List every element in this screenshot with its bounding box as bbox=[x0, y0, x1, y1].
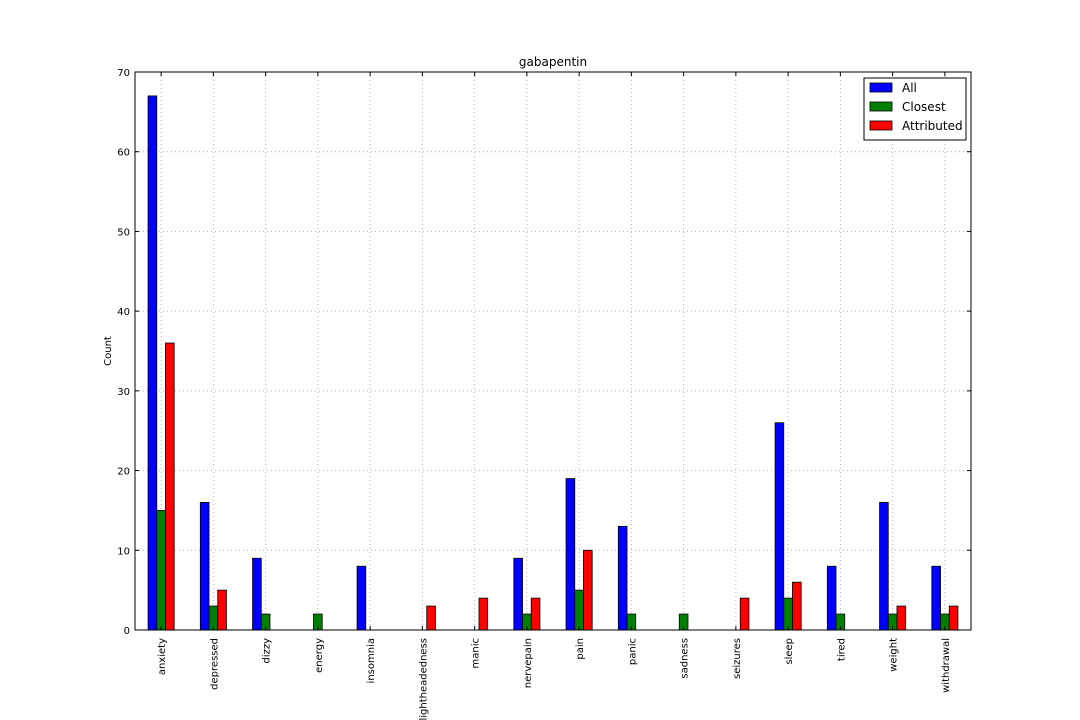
bar-all-nervepain bbox=[513, 557, 523, 631]
x-tick-label-pain: pain bbox=[575, 638, 586, 660]
x-tick-label-panic: panic bbox=[627, 638, 638, 665]
legend-label-all: All bbox=[902, 81, 917, 95]
bar-all-sleep bbox=[774, 422, 785, 631]
legend-swatch-attributed bbox=[869, 120, 893, 131]
x-tick-label-withdrawal: withdrawal bbox=[941, 638, 952, 693]
bar-all-pain bbox=[565, 478, 576, 631]
x-tick-label-anxiety: anxiety bbox=[157, 638, 168, 675]
x-tick-label-depressed: depressed bbox=[209, 638, 220, 690]
y-tick-label: 70 bbox=[117, 68, 130, 79]
bar-attributed-weight bbox=[896, 605, 907, 631]
y-tick-label: 20 bbox=[117, 467, 130, 478]
bar-attributed-nervepain bbox=[530, 597, 541, 631]
grid-lines bbox=[135, 71, 971, 631]
y-axis-label: Count bbox=[103, 336, 114, 366]
x-tick-label-tired: tired bbox=[836, 638, 847, 661]
bar-attributed-sleep bbox=[792, 581, 802, 631]
plot-frame bbox=[134, 71, 972, 631]
bar-closest-pain bbox=[574, 589, 584, 631]
x-tick-label-lightheadedness: lightheadedness bbox=[418, 638, 429, 720]
bar-all-dizzy bbox=[252, 557, 262, 631]
legend: All Closest Attributed bbox=[863, 77, 967, 141]
bar-all-anxiety bbox=[147, 95, 158, 631]
x-tick-label-sadness: sadness bbox=[680, 638, 691, 679]
bar-all-withdrawal bbox=[931, 565, 941, 631]
y-tick-label: 0 bbox=[124, 626, 130, 637]
chart-title: gabapentin bbox=[519, 55, 587, 69]
bar-attributed-anxiety bbox=[165, 342, 175, 631]
bar-closest-sleep bbox=[783, 597, 793, 631]
legend-label-attributed: Attributed bbox=[902, 119, 963, 133]
legend-swatch-all bbox=[869, 82, 893, 93]
bar-attributed-manic bbox=[478, 597, 489, 631]
bar-all-depressed bbox=[199, 502, 210, 631]
x-axis-ticks: anxiety depressed dizzy energy insomnia light… bbox=[157, 72, 952, 720]
legend-swatch-closest bbox=[869, 101, 893, 112]
x-tick-label-weight: weight bbox=[889, 638, 900, 672]
bar-attributed-depressed bbox=[217, 589, 227, 631]
bar-closest-anxiety bbox=[156, 510, 166, 631]
x-tick-label-dizzy: dizzy bbox=[262, 638, 273, 664]
bar-attributed-pain bbox=[583, 549, 593, 631]
bar-attributed-withdrawal bbox=[948, 605, 959, 631]
x-tick-label-sleep: sleep bbox=[784, 638, 795, 665]
bars bbox=[147, 95, 959, 631]
y-tick-label: 10 bbox=[117, 546, 130, 557]
y-tick-label: 50 bbox=[117, 227, 130, 238]
bar-attributed-lightheadedness bbox=[426, 605, 436, 631]
bar-all-weight bbox=[879, 502, 889, 631]
x-tick-label-insomnia: insomnia bbox=[366, 638, 377, 683]
x-tick-label-manic: manic bbox=[471, 638, 482, 668]
y-tick-label: 40 bbox=[117, 307, 130, 318]
bar-all-tired bbox=[826, 565, 837, 631]
bar-attributed-seizures bbox=[739, 597, 750, 631]
x-tick-label-nervepain: nervepain bbox=[523, 638, 534, 688]
bar-all-insomnia bbox=[356, 565, 367, 631]
y-tick-label: 60 bbox=[117, 148, 130, 159]
y-axis-ticks: 0 10 20 30 40 50 60 70 bbox=[117, 68, 971, 637]
bar-all-panic bbox=[617, 525, 628, 631]
x-tick-label-seizures: seizures bbox=[732, 638, 743, 679]
y-tick-label: 30 bbox=[117, 387, 130, 398]
legend-label-closest: Closest bbox=[902, 100, 946, 114]
x-tick-label-energy: energy bbox=[314, 638, 325, 673]
